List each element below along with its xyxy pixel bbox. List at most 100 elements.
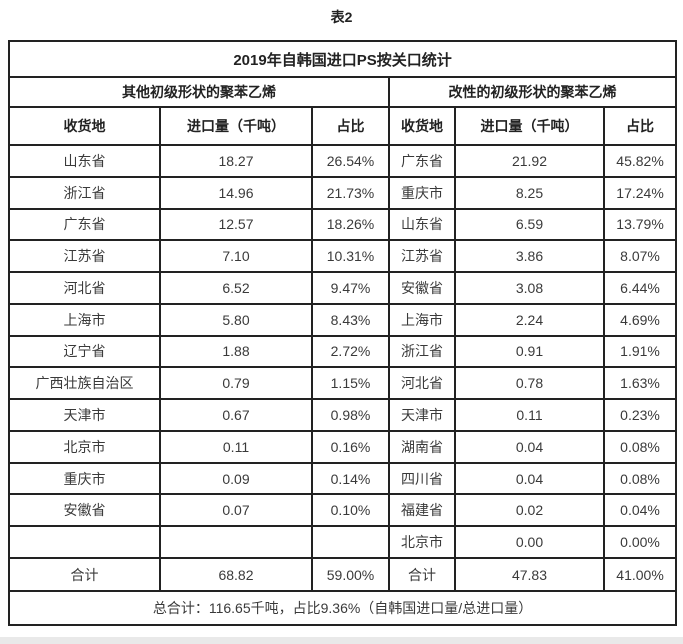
volume-cell: 0.04 xyxy=(454,461,605,496)
total-label-left: 合计 xyxy=(8,557,161,592)
share-cell: 0.98% xyxy=(311,398,390,432)
region-cell: 江苏省 xyxy=(388,239,456,274)
share-cell: 0.16% xyxy=(311,429,390,464)
share-cell: 0.14% xyxy=(311,461,390,496)
share-cell: 4.69% xyxy=(602,302,678,337)
region-cell: 上海市 xyxy=(388,302,456,337)
share-cell: 0.23% xyxy=(602,398,678,432)
col-header-share-left: 占比 xyxy=(311,106,390,146)
table-row: 浙江省 14.96 21.73% 重庆市 8.25 17.24% xyxy=(8,175,678,210)
region-cell: 广东省 xyxy=(8,207,161,242)
table-row: 广东省 12.57 18.26% 山东省 6.59 13.79% xyxy=(8,207,678,242)
volume-cell-empty xyxy=(159,525,313,559)
volume-cell: 0.67 xyxy=(159,398,313,432)
region-cell: 福建省 xyxy=(388,493,456,528)
volume-cell: 1.88 xyxy=(159,334,313,369)
share-cell: 45.82% xyxy=(602,144,678,178)
total-share-right: 41.00% xyxy=(602,557,678,592)
table-row: 山东省 18.27 26.54% 广东省 21.92 45.82% xyxy=(8,144,678,178)
share-cell: 17.24% xyxy=(602,175,678,210)
volume-cell: 6.52 xyxy=(159,271,313,305)
region-cell: 上海市 xyxy=(8,302,161,337)
section-header-row: 其他初级形状的聚苯乙烯 改性的初级形状的聚苯乙烯 xyxy=(8,76,678,108)
share-cell: 13.79% xyxy=(602,207,678,242)
table-title-row: 2019年自韩国进口PS按关口统计 xyxy=(7,40,678,78)
share-cell: 1.91% xyxy=(602,334,678,369)
volume-cell: 21.92 xyxy=(454,144,605,178)
volume-cell: 3.08 xyxy=(454,271,605,305)
region-cell: 浙江省 xyxy=(388,334,456,369)
grand-total-note: 总合计：116.65千吨，占比9.36%（自韩国进口量/总进口量） xyxy=(7,590,678,626)
volume-cell: 0.11 xyxy=(454,398,605,432)
volume-cell: 0.02 xyxy=(454,493,605,528)
table-caption: 表2 xyxy=(330,9,353,25)
volume-cell: 2.24 xyxy=(454,302,605,337)
share-cell: 9.47% xyxy=(311,271,390,305)
volume-cell: 0.78 xyxy=(454,366,605,401)
region-cell: 安徽省 xyxy=(8,493,161,528)
volume-cell: 5.80 xyxy=(159,302,313,337)
region-cell: 天津市 xyxy=(8,398,161,432)
region-cell: 山东省 xyxy=(388,207,456,242)
share-cell: 6.44% xyxy=(602,271,678,305)
table-row: 重庆市 0.09 0.14% 四川省 0.04 0.08% xyxy=(8,461,678,496)
region-cell: 北京市 xyxy=(388,525,456,559)
volume-cell: 0.91 xyxy=(454,334,605,369)
share-cell: 26.54% xyxy=(311,144,390,178)
region-cell: 安徽省 xyxy=(388,271,456,305)
region-cell: 广西壮族自治区 xyxy=(8,366,161,401)
region-cell: 江苏省 xyxy=(8,239,161,274)
volume-cell: 12.57 xyxy=(159,207,313,242)
total-volume-left: 68.82 xyxy=(159,557,313,592)
volume-cell: 6.59 xyxy=(454,207,605,242)
import-stats-table: 2019年自韩国进口PS按关口统计 其他初级形状的聚苯乙烯 改性的初级形状的聚苯… xyxy=(7,40,678,626)
total-label-right: 合计 xyxy=(388,557,456,592)
total-share-left: 59.00% xyxy=(311,557,390,592)
col-header-destination-right: 收货地 xyxy=(388,106,456,146)
region-cell: 河北省 xyxy=(388,366,456,401)
region-cell: 山东省 xyxy=(8,144,161,178)
grand-total-row: 总合计：116.65千吨，占比9.36%（自韩国进口量/总进口量） xyxy=(7,590,678,626)
region-cell: 重庆市 xyxy=(8,461,161,496)
volume-cell: 8.25 xyxy=(454,175,605,210)
share-cell: 10.31% xyxy=(311,239,390,274)
share-cell: 0.10% xyxy=(311,493,390,528)
col-header-volume-right: 进口量（千吨） xyxy=(454,106,605,146)
table-row: 安徽省 0.07 0.10% 福建省 0.02 0.04% xyxy=(8,493,678,528)
volume-cell: 0.11 xyxy=(159,429,313,464)
section-header-modified-ps: 改性的初级形状的聚苯乙烯 xyxy=(387,76,678,108)
share-cell: 8.43% xyxy=(311,302,390,337)
table-row: 广西壮族自治区 0.79 1.15% 河北省 0.78 1.63% xyxy=(8,366,678,401)
column-header-row: 收货地 进口量（千吨） 占比 收货地 进口量（千吨） 占比 xyxy=(8,106,678,146)
share-cell-empty xyxy=(311,525,390,559)
table-row: 天津市 0.67 0.98% 天津市 0.11 0.23% xyxy=(8,398,678,432)
region-cell: 河北省 xyxy=(8,271,161,305)
share-cell: 0.04% xyxy=(602,493,678,528)
table-row: 北京市 0.00 0.00% xyxy=(8,525,678,559)
section-header-other-ps: 其他初级形状的聚苯乙烯 xyxy=(8,76,390,108)
region-cell: 辽宁省 xyxy=(8,334,161,369)
region-cell: 四川省 xyxy=(388,461,456,496)
region-cell: 浙江省 xyxy=(8,175,161,210)
table-row: 北京市 0.11 0.16% 湖南省 0.04 0.08% xyxy=(8,429,678,464)
col-header-share-right: 占比 xyxy=(602,106,678,146)
region-cell: 天津市 xyxy=(388,398,456,432)
share-cell: 0.08% xyxy=(602,429,678,464)
table-title: 2019年自韩国进口PS按关口统计 xyxy=(7,40,678,78)
volume-cell: 0.00 xyxy=(454,525,605,559)
table-row: 上海市 5.80 8.43% 上海市 2.24 4.69% xyxy=(8,302,678,337)
region-cell-empty xyxy=(8,525,161,559)
region-cell: 广东省 xyxy=(388,144,456,178)
col-header-volume-left: 进口量（千吨） xyxy=(159,106,313,146)
volume-cell: 14.96 xyxy=(159,175,313,210)
volume-cell: 7.10 xyxy=(159,239,313,274)
table-row: 辽宁省 1.88 2.72% 浙江省 0.91 1.91% xyxy=(8,334,678,369)
region-cell: 湖南省 xyxy=(388,429,456,464)
volume-cell: 3.86 xyxy=(454,239,605,274)
table-row: 江苏省 7.10 10.31% 江苏省 3.86 8.07% xyxy=(8,239,678,274)
bottom-gray-bar xyxy=(0,637,683,644)
volume-cell: 0.79 xyxy=(159,366,313,401)
share-cell: 1.15% xyxy=(311,366,390,401)
share-cell: 0.00% xyxy=(602,525,678,559)
total-row: 合计 68.82 59.00% 合计 47.83 41.00% xyxy=(8,557,678,592)
